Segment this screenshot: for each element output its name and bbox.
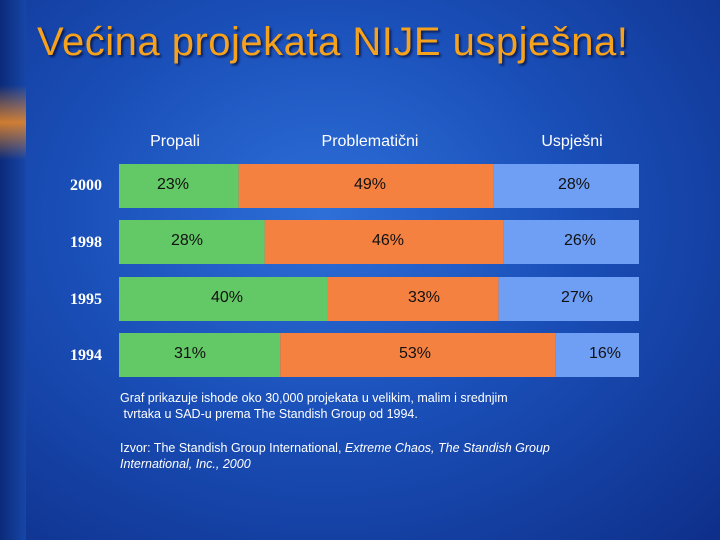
value-label-2000-propali: 23% bbox=[156, 176, 190, 193]
value-label-1998-propali: 28% bbox=[170, 232, 204, 249]
bar-1995-problematicni bbox=[327, 277, 499, 321]
year-label-1995: 1995 bbox=[70, 291, 102, 308]
chart-description: Graf prikazuje ishode oko 30,000 projeka… bbox=[120, 390, 508, 422]
year-label-2000: 2000 bbox=[70, 177, 102, 194]
value-label-2000-problematicni: 49% bbox=[353, 176, 387, 193]
source-italic: Extreme Chaos, The Standish Group Intern… bbox=[120, 441, 550, 471]
source-note: Izvor: The Standish Group International,… bbox=[120, 440, 620, 472]
bar-1994-uspjesni bbox=[555, 333, 639, 377]
value-label-1994-propali: 31% bbox=[173, 345, 207, 362]
value-label-1998-uspjesni: 26% bbox=[563, 232, 597, 249]
left-accent-glow bbox=[0, 85, 26, 160]
value-label-1994-problematicni: 53% bbox=[398, 345, 432, 362]
value-label-1994-uspjesni: 16% bbox=[588, 345, 622, 362]
value-label-1995-problematicni: 33% bbox=[407, 289, 441, 306]
description-line-2: tvrtaka u SAD-u prema The Standish Group… bbox=[120, 407, 418, 421]
page-title: Većina projekata NIJE uspješna! bbox=[37, 20, 629, 64]
bar-2000-propali bbox=[119, 164, 239, 208]
source-prefix: Izvor: The Standish Group International, bbox=[120, 441, 345, 455]
bar-2000-problematicni bbox=[238, 164, 494, 208]
bar-1998-uspjesni bbox=[503, 220, 639, 264]
bar-2000-uspjesni bbox=[493, 164, 639, 208]
legend-problematicni: Problematični bbox=[321, 133, 419, 150]
bar-1998-propali bbox=[119, 220, 265, 264]
year-label-1994: 1994 bbox=[70, 347, 102, 364]
value-label-1998-problematicni: 46% bbox=[371, 232, 405, 249]
bar-1994-propali bbox=[119, 333, 281, 377]
value-label-2000-uspjesni: 28% bbox=[557, 176, 591, 193]
bar-1995-propali bbox=[119, 277, 327, 321]
year-label-1998: 1998 bbox=[70, 234, 102, 251]
bar-1995-uspjesni bbox=[498, 277, 639, 321]
value-label-1995-propali: 40% bbox=[210, 289, 244, 306]
bar-1994-problematicni bbox=[280, 333, 556, 377]
legend-propali: Propali bbox=[150, 133, 200, 150]
legend-uspjesni: Uspješni bbox=[541, 133, 603, 150]
bar-1998-problematicni bbox=[264, 220, 504, 264]
description-line-1: Graf prikazuje ishode oko 30,000 projeka… bbox=[120, 391, 508, 405]
value-label-1995-uspjesni: 27% bbox=[560, 289, 594, 306]
